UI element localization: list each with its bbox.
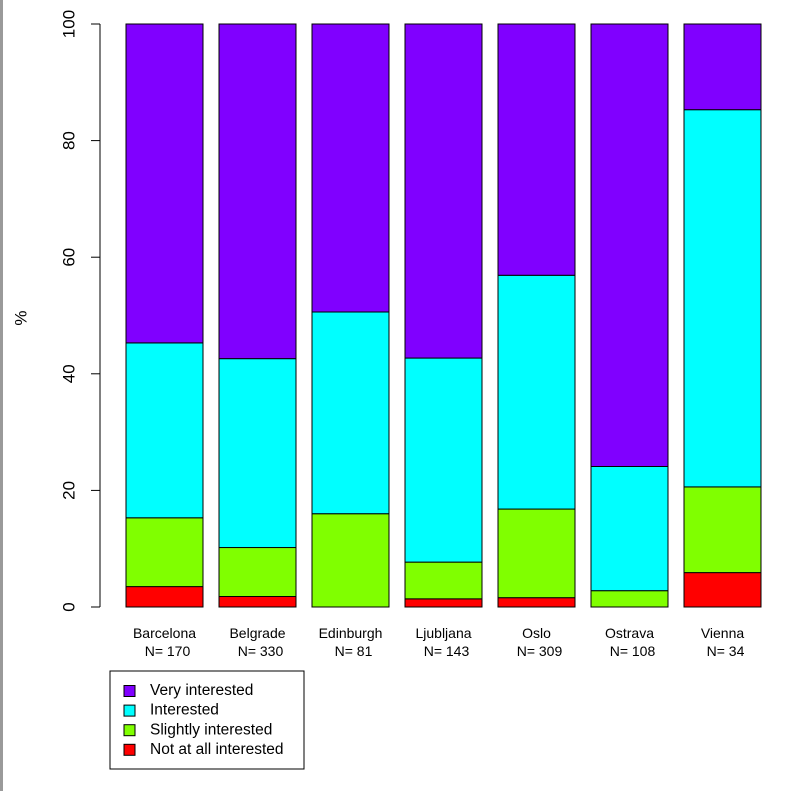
legend-label-slightly-interested: Slightly interested bbox=[150, 721, 272, 738]
y-tick-label-80: 80 bbox=[59, 131, 78, 150]
y-tick-label-0: 0 bbox=[59, 602, 78, 611]
bar-vienna-very-interested bbox=[683, 23, 762, 111]
bar-barcelona-interested bbox=[125, 342, 204, 519]
x-label-ostrava: Ostrava bbox=[605, 625, 654, 641]
bar-ljubljana-not-at-all-interested bbox=[404, 598, 483, 608]
bar-ostrava-slightly-interested bbox=[590, 590, 669, 608]
bar-barcelona-very-interested bbox=[125, 23, 204, 344]
bar-vienna-not-at-all-interested bbox=[683, 572, 762, 608]
bar-ljubljana-very-interested bbox=[404, 23, 483, 359]
bar-oslo-interested bbox=[497, 274, 576, 510]
bar-oslo-very-interested bbox=[497, 23, 576, 276]
legend-swatch-very-interested bbox=[123, 685, 136, 697]
x-label-belgrade: Belgrade bbox=[229, 625, 285, 641]
bar-belgrade-not-at-all-interested bbox=[218, 596, 297, 608]
bar-barcelona-slightly-interested bbox=[125, 517, 204, 588]
legend-swatch-interested bbox=[123, 704, 136, 717]
bar-ostrava-interested bbox=[590, 465, 669, 592]
bar-vienna-slightly-interested bbox=[683, 486, 762, 574]
x-sample-size-oslo: N= 309 bbox=[517, 643, 563, 659]
bars-layer bbox=[125, 23, 762, 608]
window-left-edge bbox=[0, 0, 3, 791]
bar-oslo-slightly-interested bbox=[497, 508, 576, 599]
bar-ljubljana-interested bbox=[404, 357, 483, 563]
x-label-edinburgh: Edinburgh bbox=[319, 625, 383, 641]
x-label-vienna: Vienna bbox=[701, 625, 745, 641]
legend-label-very-interested: Very interested bbox=[150, 682, 253, 699]
x-sample-size-ostrava: N= 108 bbox=[610, 643, 656, 659]
y-tick-label-40: 40 bbox=[59, 364, 78, 383]
y-tick-label-60: 60 bbox=[59, 248, 78, 267]
bar-oslo-not-at-all-interested bbox=[497, 597, 576, 608]
x-sample-size-ljubljana: N= 143 bbox=[424, 643, 470, 659]
bar-vienna-interested bbox=[683, 109, 762, 488]
legend-swatch-slightly-interested bbox=[123, 724, 136, 737]
y-axis: 0 20 40 60 80 100 bbox=[59, 10, 101, 612]
x-sample-size-barcelona: N= 170 bbox=[145, 643, 191, 659]
x-label-ljubljana: Ljubljana bbox=[415, 625, 471, 641]
legend-label-not-at-all-interested: Not at all interested bbox=[150, 741, 284, 758]
bar-belgrade-slightly-interested bbox=[218, 547, 297, 598]
x-sample-size-vienna: N= 34 bbox=[707, 643, 745, 659]
x-label-oslo: Oslo bbox=[522, 625, 551, 641]
bar-edinburgh-slightly-interested bbox=[311, 513, 390, 608]
bar-ljubljana-slightly-interested bbox=[404, 561, 483, 600]
bar-ostrava-very-interested bbox=[590, 23, 669, 467]
y-tick-label-100: 100 bbox=[59, 10, 78, 38]
legend-label-interested: Interested bbox=[150, 702, 219, 719]
x-axis-labels: Barcelona N= 170 Belgrade N= 330 Edinburgh N=… bbox=[133, 625, 745, 659]
bar-edinburgh-very-interested bbox=[311, 23, 390, 313]
legend-box bbox=[109, 670, 305, 770]
legend-swatch-not-at-all-interested bbox=[123, 743, 136, 756]
bar-belgrade-interested bbox=[218, 358, 297, 549]
bar-barcelona-not-at-all-interested bbox=[125, 586, 204, 608]
x-label-barcelona: Barcelona bbox=[133, 625, 196, 641]
x-sample-size-edinburgh: N= 81 bbox=[335, 643, 373, 659]
bar-belgrade-very-interested bbox=[218, 23, 297, 360]
legend: Very interested Interested Slightly intere… bbox=[109, 670, 305, 770]
bar-edinburgh-interested bbox=[311, 311, 390, 515]
y-tick-label-20: 20 bbox=[59, 481, 78, 500]
x-sample-size-belgrade: N= 330 bbox=[238, 643, 284, 659]
y-axis-title: % bbox=[11, 310, 30, 325]
